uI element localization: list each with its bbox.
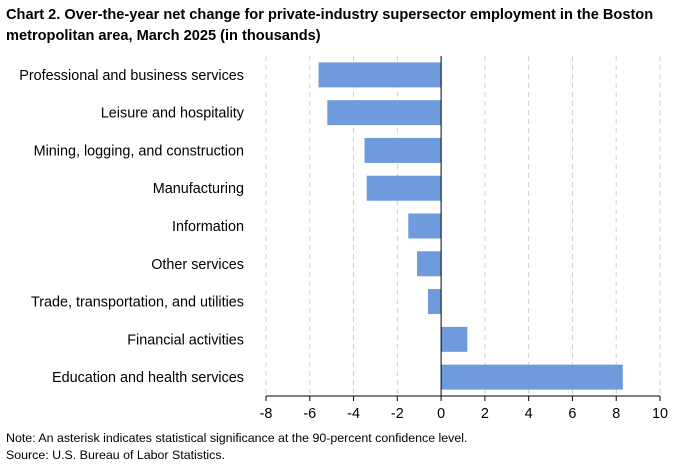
bar: [364, 137, 442, 163]
bar: [318, 62, 442, 88]
bar: [427, 289, 442, 315]
bar: [441, 326, 468, 352]
x-tick-label: 10: [652, 406, 668, 422]
axes: [265, 56, 661, 401]
x-tick-labels: -8 -6 -4 -2 0 2 4 6 8 10: [260, 406, 668, 422]
x-tick-label: -8: [260, 406, 273, 422]
chart-title: Chart 2. Over-the-year net change for pr…: [6, 7, 654, 44]
x-tick-label: -2: [391, 406, 404, 422]
bar: [441, 364, 623, 390]
bar-chart: Professional and business services Leisur…: [19, 56, 668, 422]
bar: [408, 213, 442, 239]
category-label: Leisure and hospitality: [101, 106, 245, 122]
category-label: Education and health services: [52, 370, 244, 386]
bar: [327, 100, 442, 126]
bar: [417, 251, 442, 277]
x-tick-label: -6: [303, 406, 316, 422]
category-label: Trade, transportation, and utilities: [31, 295, 244, 311]
category-labels: Professional and business services Leisur…: [19, 68, 245, 386]
x-tick-label: 6: [568, 406, 576, 422]
footnotes: Note: An asterisk indicates statistical …: [6, 430, 467, 464]
bar-series: [318, 62, 623, 390]
x-tick-label: -4: [347, 406, 360, 422]
category-label: Financial activities: [127, 332, 244, 348]
x-tick-label: 8: [612, 406, 620, 422]
x-tick-label: 4: [525, 406, 533, 422]
bar: [366, 175, 442, 201]
x-tick-label: 2: [481, 406, 489, 422]
note-text: Note: An asterisk indicates statistical …: [6, 431, 468, 445]
category-label: Information: [172, 219, 244, 235]
category-label: Manufacturing: [153, 181, 244, 197]
category-label: Professional and business services: [19, 68, 244, 84]
category-label: Mining, logging, and construction: [34, 143, 244, 159]
category-label: Other services: [151, 257, 244, 273]
x-tick-label: 0: [437, 406, 445, 422]
source-text: Source: U.S. Bureau of Labor Statistics.: [6, 448, 226, 462]
